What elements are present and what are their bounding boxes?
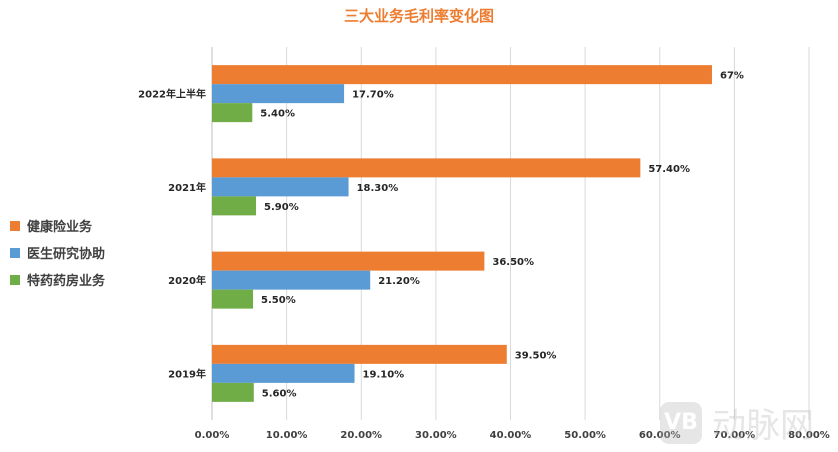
- x-tick-label: 10.00%: [266, 430, 308, 441]
- x-tick-label: 20.00%: [340, 430, 382, 441]
- data-label: 5.40%: [260, 109, 295, 120]
- bar: [212, 196, 257, 216]
- x-tick-label: 50.00%: [564, 430, 606, 441]
- legend-item: 健康险业务: [10, 212, 105, 239]
- category-label: 2019年: [168, 367, 206, 380]
- data-label: 5.90%: [264, 202, 299, 213]
- legend: 健康险业务医生研究协助 特药药房业务: [10, 212, 105, 293]
- bar: [212, 289, 254, 309]
- bar: [212, 158, 641, 178]
- x-tick-label: 40.00%: [490, 430, 532, 441]
- data-label: 5.60%: [262, 388, 297, 399]
- watermark-logo: VB: [660, 401, 702, 444]
- watermark: VB 动脉网: [660, 398, 814, 447]
- x-tick-label: 60.00%: [639, 430, 681, 441]
- bar: [212, 251, 485, 271]
- bar: [212, 103, 253, 123]
- bar: [212, 65, 712, 85]
- legend-label: 健康险业务: [27, 220, 93, 235]
- legend-label: 特药药房业务: [27, 274, 106, 289]
- x-tick-label: 30.00%: [415, 430, 457, 441]
- bar: [212, 344, 507, 364]
- data-label: 57.40%: [648, 164, 690, 175]
- category-label: 2020年: [168, 274, 206, 287]
- legend-swatch: [10, 220, 20, 231]
- watermark-text: 动脉网: [712, 406, 814, 446]
- data-label: 19.10%: [363, 369, 405, 380]
- data-label: 39.50%: [515, 350, 557, 361]
- category-label: 2022年上半年: [138, 88, 206, 101]
- category-label: 2021年: [168, 181, 206, 194]
- chart-title: 三大业务毛利率变化图: [343, 7, 494, 25]
- x-tick-label: 70.00%: [714, 430, 756, 441]
- legend-swatch: [10, 247, 20, 258]
- bar: [212, 84, 345, 104]
- legend-item: 医生研究协助: [10, 239, 105, 266]
- data-label: 17.70%: [352, 90, 394, 101]
- bar: [212, 382, 254, 402]
- bar: [212, 270, 371, 290]
- x-tick-label: 0.00%: [195, 430, 230, 441]
- data-label: 67%: [720, 71, 744, 82]
- legend-swatch: [10, 274, 20, 285]
- x-tick-label: 80.00%: [788, 430, 830, 441]
- bar: [212, 363, 355, 383]
- legend-item: 特药药房业务: [10, 266, 105, 293]
- data-label: 21.20%: [378, 276, 420, 287]
- bar: [212, 177, 349, 197]
- data-label: 36.50%: [492, 257, 534, 268]
- data-label: 18.30%: [357, 183, 399, 194]
- legend-label: 医生研究协助: [27, 247, 106, 262]
- data-label: 5.50%: [261, 295, 296, 306]
